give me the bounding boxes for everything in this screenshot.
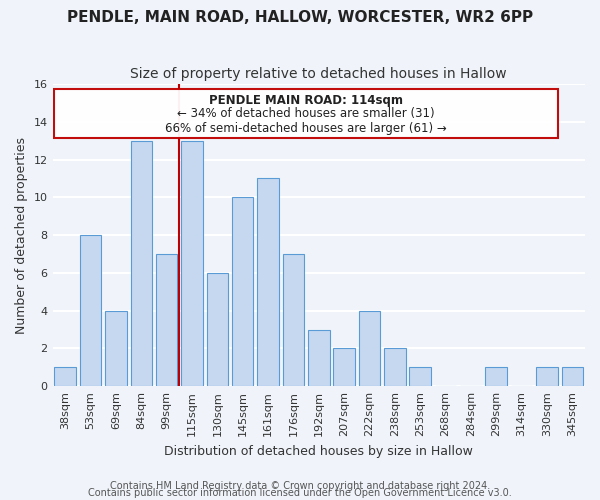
Bar xyxy=(232,198,253,386)
Bar xyxy=(105,310,127,386)
Text: Contains public sector information licensed under the Open Government Licence v3: Contains public sector information licen… xyxy=(88,488,512,498)
Bar xyxy=(181,140,203,386)
Text: Contains HM Land Registry data © Crown copyright and database right 2024.: Contains HM Land Registry data © Crown c… xyxy=(110,481,490,491)
X-axis label: Distribution of detached houses by size in Hallow: Distribution of detached houses by size … xyxy=(164,444,473,458)
Bar xyxy=(384,348,406,386)
FancyBboxPatch shape xyxy=(54,89,559,138)
Text: PENDLE, MAIN ROAD, HALLOW, WORCESTER, WR2 6PP: PENDLE, MAIN ROAD, HALLOW, WORCESTER, WR… xyxy=(67,10,533,25)
Bar xyxy=(308,330,329,386)
Bar xyxy=(359,310,380,386)
Text: 66% of semi-detached houses are larger (61) →: 66% of semi-detached houses are larger (… xyxy=(165,122,447,135)
Bar xyxy=(80,235,101,386)
Title: Size of property relative to detached houses in Hallow: Size of property relative to detached ho… xyxy=(130,68,507,82)
Y-axis label: Number of detached properties: Number of detached properties xyxy=(15,136,28,334)
Bar xyxy=(131,140,152,386)
Bar xyxy=(562,368,583,386)
Text: ← 34% of detached houses are smaller (31): ← 34% of detached houses are smaller (31… xyxy=(177,107,435,120)
Bar xyxy=(206,273,228,386)
Bar xyxy=(409,368,431,386)
Bar xyxy=(334,348,355,386)
Text: PENDLE MAIN ROAD: 114sqm: PENDLE MAIN ROAD: 114sqm xyxy=(209,94,403,106)
Bar xyxy=(485,368,507,386)
Bar xyxy=(156,254,178,386)
Bar xyxy=(536,368,558,386)
Bar xyxy=(257,178,279,386)
Bar xyxy=(283,254,304,386)
Bar xyxy=(55,368,76,386)
